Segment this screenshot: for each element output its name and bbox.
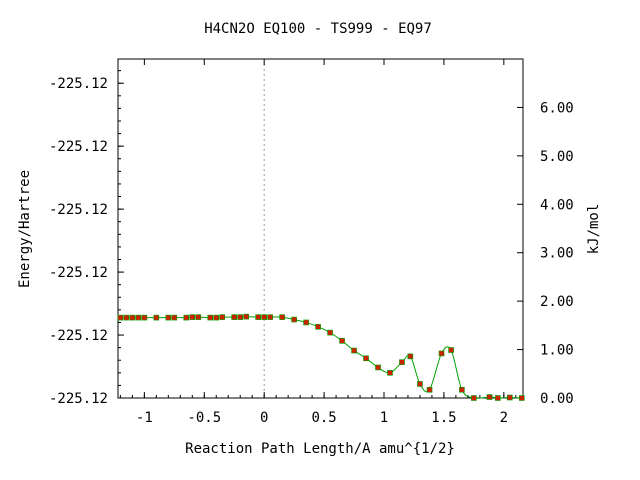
left-y-tick-label: -225.12 — [49, 328, 108, 344]
data-point — [315, 324, 321, 330]
data-point — [495, 395, 501, 401]
data-point — [407, 353, 414, 360]
x-tick-label: 1 — [380, 410, 388, 426]
series-markers — [117, 313, 525, 401]
data-point — [171, 314, 178, 321]
x-tick-label: 2 — [500, 410, 508, 426]
data-point — [291, 316, 297, 323]
right-y-tick-label: 4.00 — [540, 197, 574, 213]
data-point — [459, 386, 465, 393]
right-y-tick-label: 1.00 — [540, 343, 574, 359]
data-point — [448, 347, 454, 353]
x-axis-label: Reaction Path Length/A amu^{1/2} — [185, 441, 455, 457]
x-tick-label: -0.5 — [187, 410, 221, 426]
data-point — [129, 314, 136, 321]
left-y-tick-label: -225.12 — [49, 139, 108, 155]
data-point — [279, 314, 285, 320]
data-point — [387, 370, 393, 376]
left-y-axis: -225.12 -225.12 -225.12 -225.12 -225.12 -225.… — [49, 70, 124, 407]
data-point — [231, 314, 238, 320]
x-tick-label: 1.5 — [431, 410, 456, 426]
chart-title: H4CN2O EQ100 - TS999 - EQ97 — [204, 21, 432, 37]
x-tick-label: 0.5 — [311, 410, 336, 426]
data-point — [261, 314, 267, 320]
data-point — [243, 313, 250, 320]
right-y-tick-label: 3.00 — [540, 246, 574, 262]
data-point — [195, 314, 202, 320]
data-point — [237, 314, 244, 320]
data-point — [471, 395, 477, 401]
right-y-tick-label: 5.00 — [540, 149, 574, 165]
data-point — [486, 394, 493, 400]
left-y-tick-label: -225.12 — [49, 76, 108, 92]
data-point — [153, 314, 160, 321]
data-point — [399, 359, 405, 365]
right-y-axis: 0.00 1.00 2.00 3.00 4.00 5.00 6.00 — [517, 100, 574, 407]
data-point — [375, 364, 381, 371]
data-point — [123, 314, 130, 321]
data-point — [519, 395, 525, 401]
right-y-tick-label: 6.00 — [540, 100, 574, 116]
data-point — [213, 314, 220, 321]
data-point — [507, 394, 513, 401]
right-y-tick-label: 0.00 — [540, 391, 574, 407]
data-point — [165, 314, 172, 321]
series-line — [120, 316, 522, 399]
data-point — [339, 338, 345, 344]
x-tick-label: 0 — [260, 410, 268, 426]
data-point — [303, 319, 309, 326]
data-point — [255, 314, 261, 320]
data-point — [207, 314, 214, 321]
data-point — [438, 350, 445, 357]
data-point — [117, 314, 124, 321]
data-point — [426, 386, 433, 393]
data-point — [267, 314, 273, 320]
data-point — [363, 355, 369, 362]
data-point — [327, 329, 333, 336]
data-point — [417, 381, 423, 387]
right-y-axis-label: kJ/mol — [586, 204, 602, 255]
left-y-tick-label: -225.12 — [49, 265, 108, 281]
right-y-tick-label: 2.00 — [540, 294, 574, 310]
x-tick-label: -1 — [136, 410, 153, 426]
data-point — [183, 314, 190, 321]
left-y-axis-label: Energy/Hartree — [17, 170, 33, 288]
plot-frame — [117, 58, 524, 399]
x-axis: -1 -0.5 0 0.5 1 1.5 2 — [119, 59, 517, 426]
data-point — [189, 314, 196, 320]
left-y-tick-label: -225.12 — [49, 202, 108, 218]
data-point — [351, 347, 357, 354]
data-point — [135, 314, 142, 321]
data-point — [219, 314, 226, 320]
left-y-tick-label: -225.12 — [49, 391, 108, 407]
data-point — [141, 314, 148, 321]
